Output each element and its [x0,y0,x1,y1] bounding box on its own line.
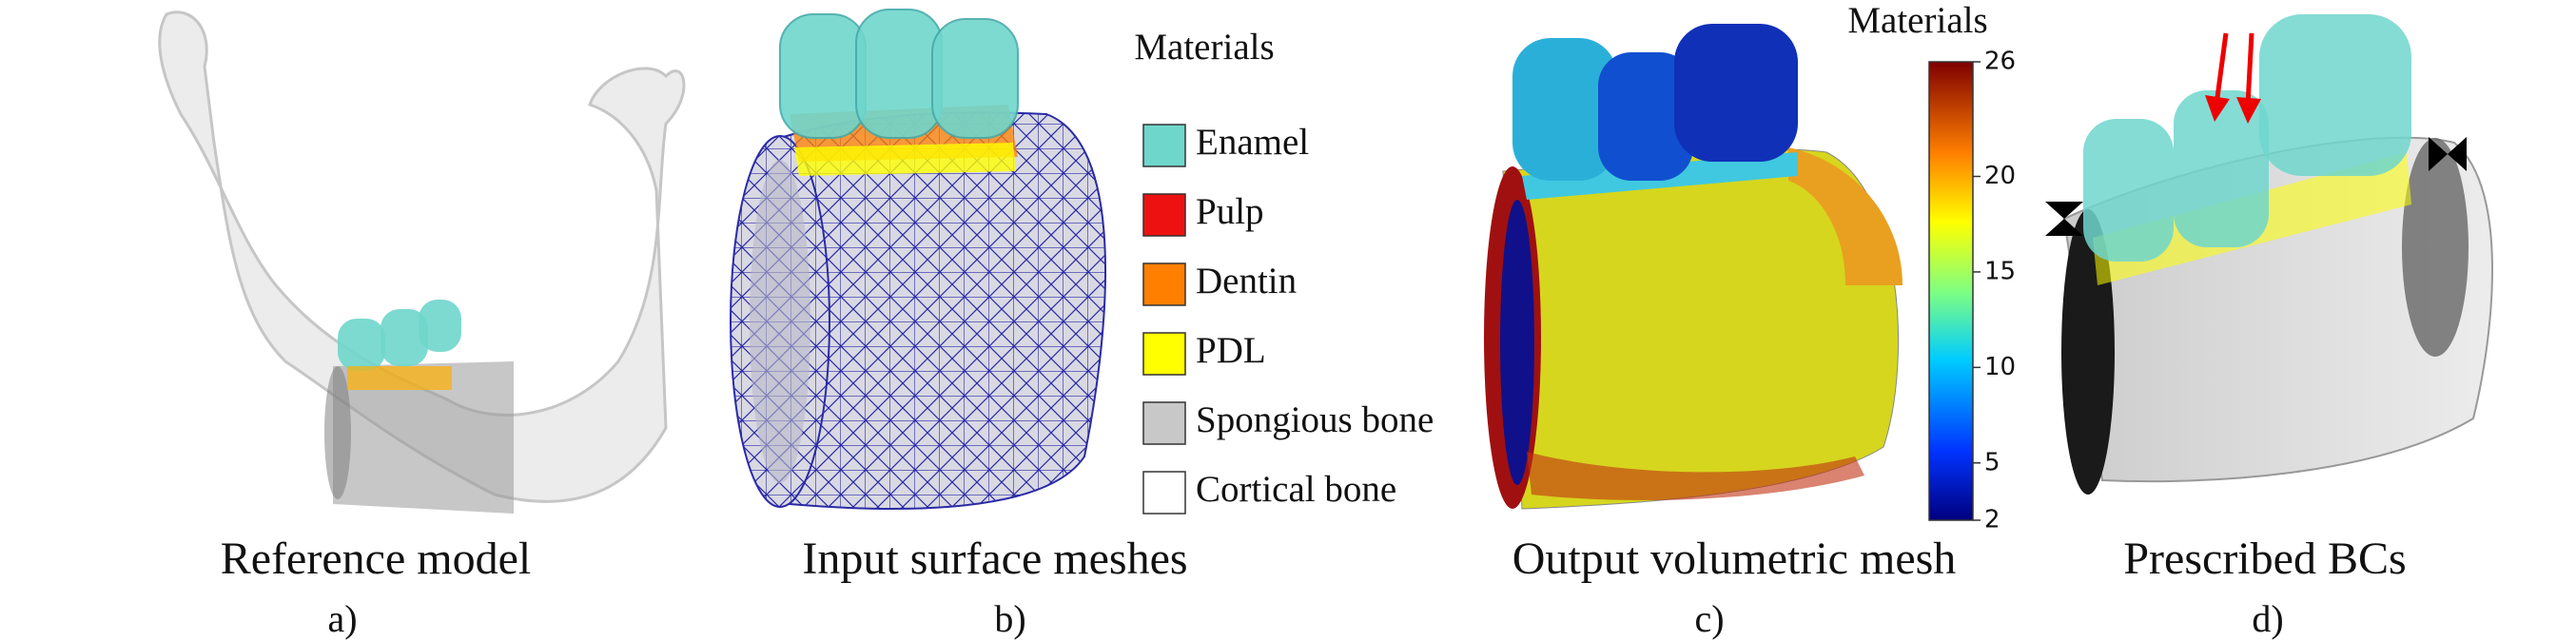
colorbar-tick-label: 20 [1984,162,2016,190]
panel-caption: Reference model [221,534,531,584]
legend-label: Dentin [1196,261,1297,301]
legend-swatch [1142,124,1186,167]
legend-label: Pulp [1196,191,1264,232]
panel-label: d) [2252,597,2283,640]
colorbar-tick-label: 10 [1984,353,2016,381]
legend-label: Spongious bone [1196,399,1434,440]
bc-render [2045,14,2493,495]
panel-caption: Output volumetric mesh [1512,534,1957,584]
panel-label: b) [994,597,1025,640]
surface-mesh-render [730,9,1107,510]
legend-swatch [1142,262,1186,306]
colorbar-tick-label: 15 [1984,257,2016,285]
colorbar-tick-label: 5 [1984,448,2000,476]
legend: Materials Enamel Pulp Dentin PDL Spongious b… [1134,27,1434,515]
legend-swatch [1142,193,1186,237]
colorbar-tick-label: 2 [1984,506,2000,534]
colorbar-bar [1928,61,1974,521]
panel-caption: Input surface meshes [802,534,1187,584]
volumetric-mesh-render [1484,24,1903,510]
colorbar-title: Materials [1847,0,1987,41]
legend-swatch [1142,471,1186,515]
colorbar-tick-label: 26 [1984,48,2016,76]
legend-label: Cortical bone [1196,469,1396,510]
panel-caption: Prescribed BCs [2123,534,2406,584]
panel-label: c) [1694,597,1724,640]
legend-label: Enamel [1196,122,1309,163]
legend-label: PDL [1196,330,1266,371]
jaw-render [158,10,686,514]
colorbar: Materials 2 5 10 15 20 26 [1847,0,2016,534]
legend-title: Materials [1134,27,1274,68]
legend-swatch [1142,401,1186,445]
legend-swatch [1142,332,1186,376]
panel-label: a) [327,597,357,640]
